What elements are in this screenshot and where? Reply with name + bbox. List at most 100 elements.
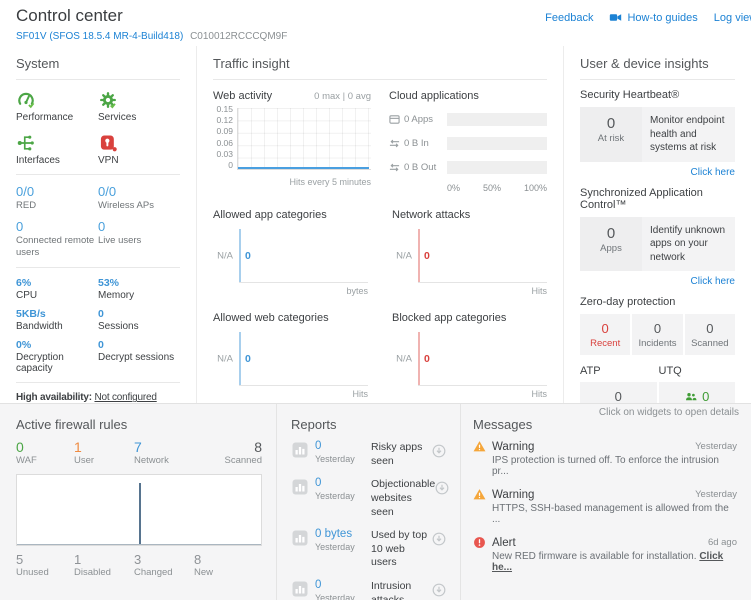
sync-app-control-widget[interactable]: 0 Apps Identify unknown apps on your net… xyxy=(580,216,735,271)
header: Control center SF01V (SFOS 18.5.4 MR-4-B… xyxy=(0,0,751,46)
unused-rules-stat[interactable]: 5 Unused xyxy=(16,552,49,579)
zero-day-recent-box[interactable]: 0 Recent xyxy=(580,314,631,355)
report-row-risky-apps[interactable]: 0 Yesterday Risky apps seen xyxy=(291,440,446,468)
system-icon-grid: Performance Services xyxy=(16,90,180,166)
video-camera-icon xyxy=(609,11,622,24)
user-rules-stat[interactable]: 1 User xyxy=(74,439,95,467)
header-links: Feedback How-to guides Log viewer xyxy=(545,11,751,24)
interfaces-network-icon xyxy=(16,133,98,153)
warning-icon xyxy=(473,440,486,453)
download-report-icon[interactable] xyxy=(432,532,446,546)
cpu-stat[interactable]: 6% CPU xyxy=(16,277,38,302)
atp-sources-blocked-box[interactable]: 0 Sources blocked xyxy=(580,382,657,403)
firewall-chart-baseline xyxy=(17,544,261,545)
download-report-icon[interactable] xyxy=(432,583,446,597)
changed-rules-stat[interactable]: 3 Changed xyxy=(134,552,173,579)
bottom-band: Click on widgets to open details Active … xyxy=(0,403,751,600)
download-report-icon[interactable] xyxy=(435,481,449,495)
utq-accounts-at-risk-box[interactable]: 0 Accounts at risk xyxy=(658,382,735,403)
bar-chart-icon xyxy=(291,580,309,598)
zero-day-scanned-box[interactable]: 0 Scanned xyxy=(684,314,735,355)
cloud-apps-row: 0 Apps xyxy=(389,113,547,126)
firmware-click-here-link[interactable]: Click he... xyxy=(492,551,724,573)
connected-remote-users-stat[interactable]: 0 Connected remote users xyxy=(16,219,95,259)
new-rules-stat[interactable]: 8 New xyxy=(194,552,214,579)
waf-rules-stat[interactable]: 0 WAF xyxy=(16,439,37,467)
download-report-icon[interactable] xyxy=(432,444,446,458)
widgets-hint-text: Click on widgets to open details xyxy=(598,407,739,418)
report-row-intrusion-attacks[interactable]: 0 Yesterday Intrusion attacks xyxy=(291,579,446,600)
atp-utq-boxes: 0 Sources blocked 0 Accounts at risk xyxy=(580,382,735,403)
security-heartbeat-widget[interactable]: 0 At risk Monitor endpoint health and sy… xyxy=(580,107,735,162)
sac-click-here-link[interactable]: Click here xyxy=(690,276,735,287)
insights-title: User & device insights xyxy=(580,56,709,71)
web-activity-widget[interactable]: Web activity 0 max | 0 avg 0.15 0.12 0.0… xyxy=(213,90,371,193)
firewall-top-stats: 0 WAF 1 User 7 Network 8 Scanned xyxy=(16,439,262,470)
system-perf-grid: 6% CPU 53% Memory 5KB/s Bandwidth 0 Sess… xyxy=(16,277,180,374)
allowed-web-categories-widget[interactable]: Allowed web categories N/A 0 Hits xyxy=(213,312,368,399)
active-firewall-rules-section: Active firewall rules 0 WAF 1 User 7 Net… xyxy=(0,404,276,600)
reports-section: Reports 0 Yesterday Risky apps seen 0 Ye… xyxy=(276,404,460,600)
decryption-capacity-stat[interactable]: 0% Decryption capacity xyxy=(16,339,64,375)
heartbeat-click-here-link[interactable]: Click here xyxy=(690,166,735,178)
security-heartbeat-title: Security Heartbeat® xyxy=(580,89,680,101)
memory-stat[interactable]: 53% Memory xyxy=(98,277,135,302)
red-stat[interactable]: 0/0 RED xyxy=(16,184,37,212)
vpn-lock-icon xyxy=(98,133,180,153)
web-activity-x-label: Hits every 5 minutes xyxy=(289,177,371,187)
zero-day-title: Zero-day protection xyxy=(580,296,676,308)
web-activity-zero-line xyxy=(238,167,369,169)
cloud-applications-title: Cloud applications xyxy=(389,90,479,102)
howto-guides-link[interactable]: How-to guides xyxy=(609,11,698,24)
firmware-version: SF01V (SFOS 18.5.4 MR-4-Build418) xyxy=(16,31,184,42)
cloud-applications-widget[interactable]: Cloud applications 0 Apps 0 B In xyxy=(389,90,547,193)
performance-widget[interactable]: Performance xyxy=(16,90,98,123)
scanned-rules-stat[interactable]: 8 Scanned xyxy=(224,439,262,467)
allowed-app-categories-widget[interactable]: Allowed app categories N/A 0 bytes xyxy=(213,209,368,296)
live-users-stat[interactable]: 0 Live users xyxy=(98,219,142,247)
report-row-top-web-users[interactable]: 0 bytes Yesterday Used by top 10 web use… xyxy=(291,528,446,570)
wireless-aps-stat[interactable]: 0/0 Wireless APs xyxy=(98,184,154,212)
cloud-x-axis: 0% 50% 100% xyxy=(447,183,547,193)
interfaces-widget[interactable]: Interfaces xyxy=(16,133,98,166)
cloud-out-row: 0 B Out xyxy=(389,161,547,174)
allowed-app-categories-chart: N/A 0 xyxy=(217,229,368,283)
disabled-rules-stat[interactable]: 1 Disabled xyxy=(74,552,111,579)
performance-gauge-icon xyxy=(16,90,98,110)
firewall-chart-spike xyxy=(139,483,141,544)
messages-title: Messages xyxy=(473,417,533,432)
utq-title: UTQ xyxy=(658,365,682,377)
blocked-app-categories-widget[interactable]: Blocked app categories N/A 0 Hits xyxy=(392,312,547,399)
reports-title: Reports xyxy=(291,417,337,432)
message-item[interactable]: Warning Yesterday IPS protection is turn… xyxy=(473,440,737,477)
page-title: Control center xyxy=(16,6,123,25)
zero-day-incidents-box[interactable]: 0 Incidents xyxy=(632,314,683,355)
users-icon xyxy=(684,391,698,403)
web-activity-chart xyxy=(237,108,371,170)
report-row-objectionable-sites[interactable]: 0 Yesterday Objectionable websites seen xyxy=(291,477,449,519)
system-stats-grid: 0/0 RED 0/0 Wireless APs 0 Connected rem… xyxy=(16,184,180,259)
services-widget[interactable]: Services xyxy=(98,90,180,123)
message-item[interactable]: Warning Yesterday HTTPS, SSH-based manag… xyxy=(473,488,737,525)
sessions-stat[interactable]: 0 Sessions xyxy=(98,308,139,333)
allowed-web-categories-chart: N/A 0 xyxy=(217,332,368,386)
network-rules-stat[interactable]: 7 Network xyxy=(134,439,169,467)
zero-day-boxes: 0 Recent 0 Incidents 0 Scanned xyxy=(580,314,735,355)
firewall-rules-chart[interactable] xyxy=(16,474,262,546)
user-device-insights-section: User & device insights Security Heartbea… xyxy=(563,46,751,403)
vpn-widget[interactable]: VPN xyxy=(98,133,180,166)
bar-chart-icon xyxy=(291,529,309,547)
bar-chart-icon xyxy=(291,478,309,496)
feedback-link[interactable]: Feedback xyxy=(545,11,594,24)
network-attacks-widget[interactable]: Network attacks N/A 0 Hits xyxy=(392,209,547,296)
bandwidth-stat[interactable]: 5KB/s Bandwidth xyxy=(16,308,63,333)
web-activity-max-avg: 0 max | 0 avg xyxy=(314,91,371,102)
system-title: System xyxy=(16,56,60,71)
apps-icon xyxy=(389,114,400,125)
services-gear-icon xyxy=(98,90,180,110)
ha-not-configured-link[interactable]: Not configured xyxy=(94,392,157,403)
log-viewer-link[interactable]: Log viewer xyxy=(713,11,751,24)
message-item[interactable]: Alert 6d ago New RED firmware is availab… xyxy=(473,536,737,573)
serial-number: C010012RCCCQM9F xyxy=(190,31,288,42)
decrypt-sessions-stat[interactable]: 0 Decrypt sessions xyxy=(98,339,175,364)
